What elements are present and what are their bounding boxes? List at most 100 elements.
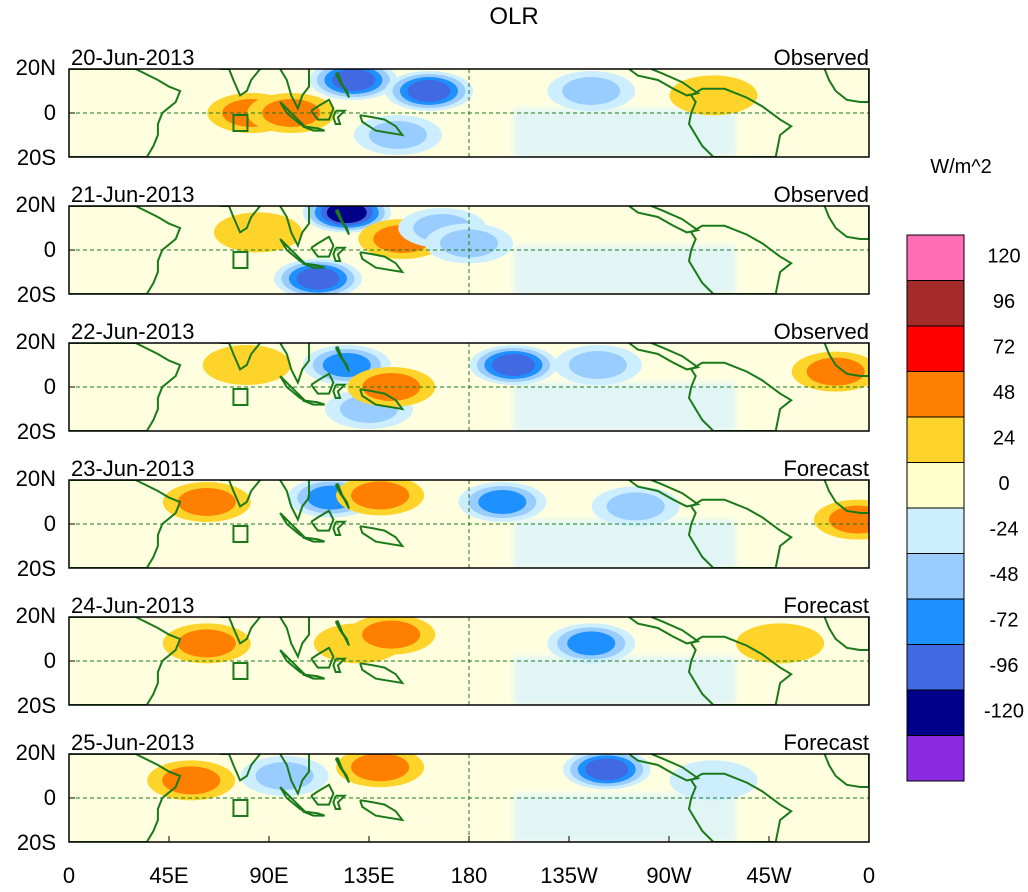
coastline [334, 757, 350, 784]
x-tick-label: 135E [343, 863, 394, 887]
background-band [513, 519, 736, 568]
colorbar-box [906, 371, 965, 418]
colorbar-box [906, 416, 965, 463]
panel-label: Observed [774, 319, 869, 344]
anomaly-contour [296, 267, 340, 290]
coastline [359, 525, 405, 548]
coastline [687, 224, 793, 294]
colorbar-box [906, 462, 965, 509]
coastline [279, 343, 310, 386]
background-band [513, 108, 736, 157]
x-tick-label: 90E [249, 863, 288, 887]
y-tick-label: 20N [16, 192, 56, 217]
coastline [628, 69, 701, 97]
colorbar-level-label: 120 [987, 246, 1020, 268]
background-band [513, 656, 736, 705]
coastline [687, 635, 793, 705]
panel-label: Forecast [783, 593, 869, 618]
background-band [513, 382, 736, 431]
panel-label: Forecast [783, 456, 869, 481]
y-tick-label: 20S [17, 556, 56, 581]
y-tick-label: 20N [16, 329, 56, 354]
colorbar-level-label: -72 [990, 610, 1019, 632]
coastline [628, 480, 701, 508]
coastline [69, 343, 182, 431]
coastline [332, 520, 348, 536]
coastline [69, 754, 182, 842]
coastline [334, 346, 350, 373]
anomaly-contour [407, 80, 451, 102]
colorbar-level-label: 0 [998, 473, 1009, 495]
coastline [628, 617, 701, 645]
panel-3: 22-Jun-2013 Observed 20N 0 20S [16, 319, 870, 444]
coastline [279, 512, 306, 539]
y-tick-label: 20S [17, 830, 56, 855]
colorbar-level-label: -48 [990, 564, 1019, 586]
panel-6: 25-Jun-2013 Forecast 20N 0 20S [16, 730, 870, 855]
coastline [220, 480, 261, 508]
chart-title: OLR [489, 3, 538, 30]
anomaly-contour [162, 766, 221, 795]
coastline [332, 794, 348, 810]
colorbar-box [906, 507, 965, 554]
coastline [823, 343, 869, 377]
x-tick-label: 90W [646, 863, 691, 887]
colorbar-units: W/m^2 [930, 156, 992, 178]
panel-date: 24-Jun-2013 [71, 593, 195, 618]
y-tick-label: 20S [17, 145, 56, 170]
coastline [301, 810, 325, 817]
x-tick-label: 180 [451, 863, 488, 887]
colorbar-box [906, 553, 965, 600]
panel-label: Forecast [783, 730, 869, 755]
colorbar-level-label: 24 [993, 428, 1015, 450]
colorbar-level-label: 96 [993, 291, 1015, 313]
coastline [359, 114, 405, 137]
panel-5: 24-Jun-2013 Forecast 20N 0 20S [16, 593, 870, 718]
coastline [687, 498, 793, 568]
colorbar-box [906, 598, 965, 645]
colorbar-box [906, 689, 965, 736]
coastline [334, 483, 350, 510]
anomaly-field [69, 206, 869, 294]
coastline [220, 343, 261, 371]
coastline [823, 754, 869, 788]
coastline [69, 617, 182, 705]
panel-4: 23-Jun-2013 Forecast 20N 0 20S [16, 456, 870, 581]
panel-2: 21-Jun-2013 Observed 20N 0 20S [16, 182, 870, 307]
panel-date: 21-Jun-2013 [71, 182, 195, 207]
y-tick-label: 0 [44, 785, 56, 810]
coastline [359, 799, 405, 822]
colorbar-level-label: -120 [984, 701, 1024, 723]
anomaly-contour [562, 77, 621, 105]
coastline [279, 617, 310, 660]
anomaly-contour [177, 629, 236, 658]
colorbar-level-label: 48 [993, 382, 1015, 404]
y-tick-label: 20N [16, 55, 56, 80]
background-band [513, 245, 736, 294]
coastline [310, 98, 335, 121]
coastline [220, 206, 261, 234]
anomaly-contour [828, 505, 869, 534]
coastline [334, 620, 350, 647]
coastline [332, 109, 348, 125]
coastline [334, 72, 350, 99]
coastline [310, 372, 335, 395]
panel-date: 25-Jun-2013 [71, 730, 195, 755]
anomaly-contour [478, 490, 527, 514]
anomaly-contour [491, 354, 535, 376]
coastline [279, 375, 306, 402]
coastline [332, 383, 348, 399]
colorbar-box [906, 280, 965, 327]
panel-label: Observed [774, 45, 869, 70]
y-tick-label: 20S [17, 419, 56, 444]
coastline [69, 480, 182, 568]
anomaly-contour [177, 488, 236, 516]
panel-date: 23-Jun-2013 [71, 456, 195, 481]
x-tick-label: 45E [149, 863, 188, 887]
y-tick-label: 0 [44, 648, 56, 673]
coastline [301, 536, 325, 543]
anomaly-contour [351, 481, 410, 510]
coastline [279, 786, 306, 813]
coastline [301, 125, 325, 132]
